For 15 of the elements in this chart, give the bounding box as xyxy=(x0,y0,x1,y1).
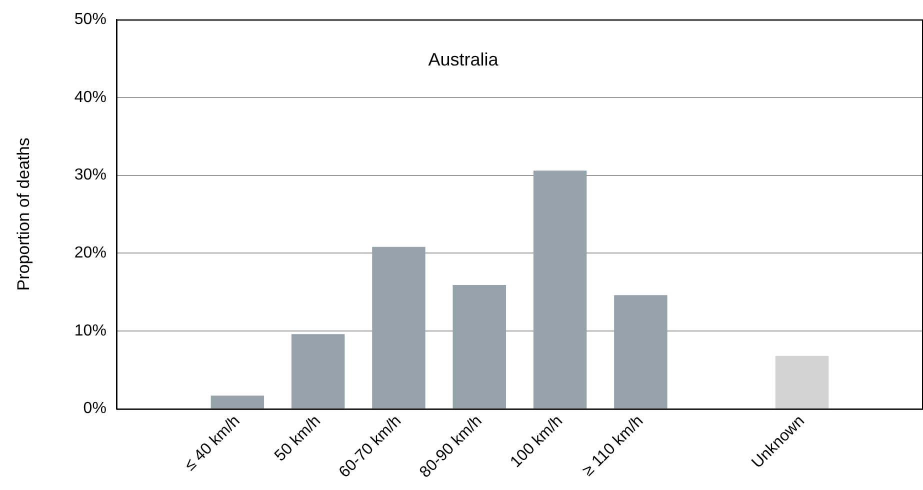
y-tick-label: 30% xyxy=(74,166,106,184)
y-tick-label: 40% xyxy=(74,88,106,106)
bar xyxy=(291,334,345,408)
bar xyxy=(533,170,587,408)
bar xyxy=(775,356,829,408)
y-tick-label: 50% xyxy=(74,11,106,28)
y-tick-label: 20% xyxy=(74,244,106,262)
bar xyxy=(210,396,264,408)
y-tick-label: 0% xyxy=(83,400,106,418)
y-axis-title: Proportion of deaths xyxy=(14,138,33,291)
bar xyxy=(372,246,426,408)
y-tick-label: 10% xyxy=(74,322,106,340)
annotation: Australia xyxy=(428,50,500,70)
bar xyxy=(614,295,668,408)
bar xyxy=(452,285,506,408)
